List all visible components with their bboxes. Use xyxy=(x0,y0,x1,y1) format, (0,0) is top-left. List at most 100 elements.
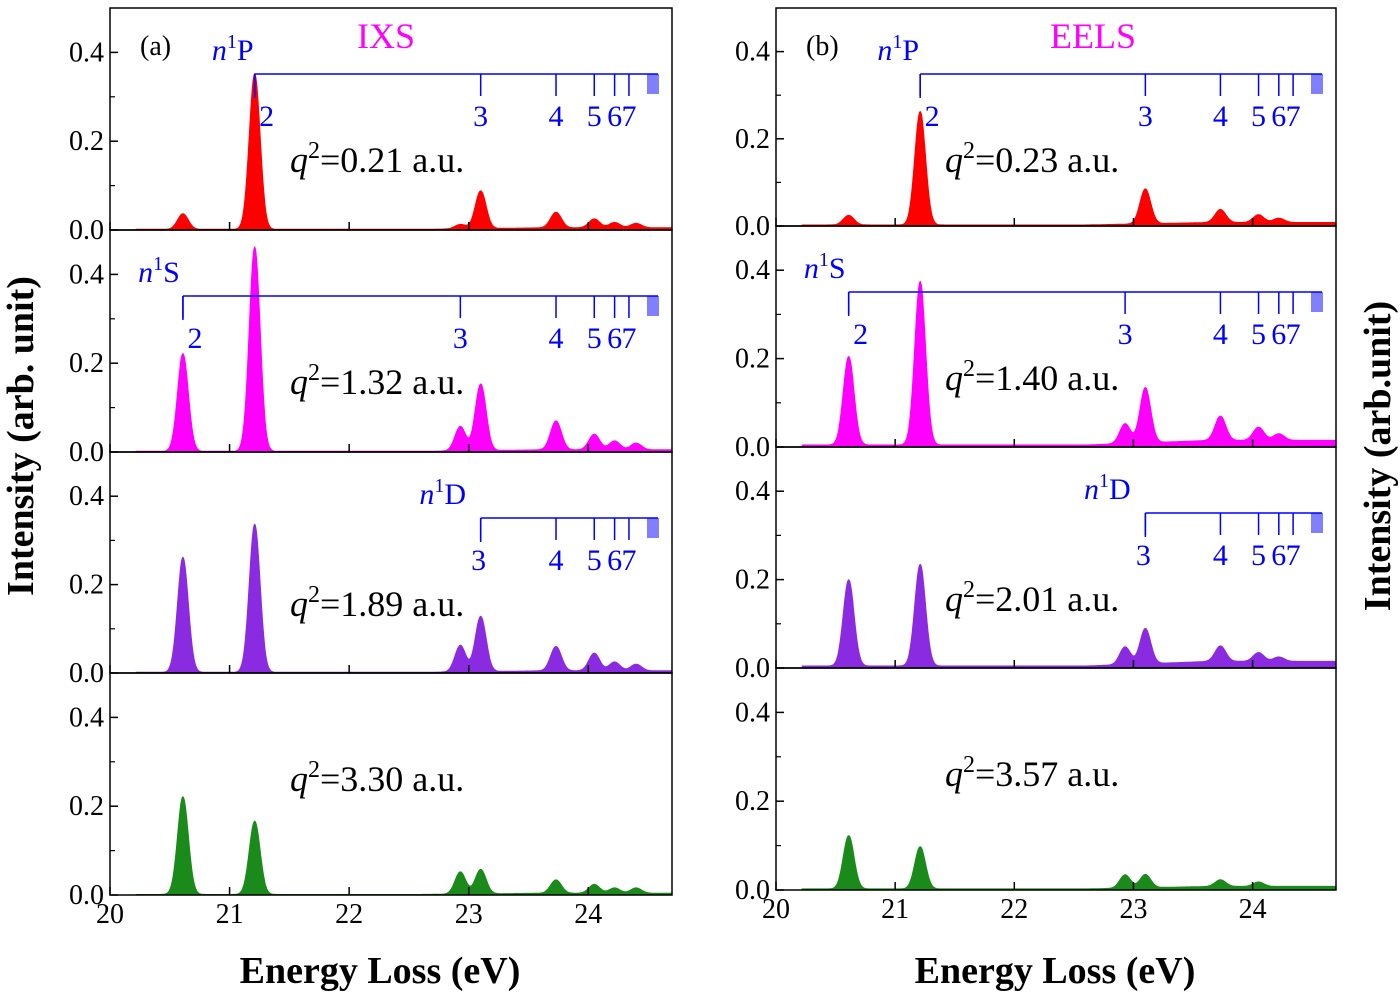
x-tick-label: 23 xyxy=(455,899,483,930)
x-tick-label: 24 xyxy=(574,899,602,930)
level-label: 2 xyxy=(187,322,202,355)
q-symbol: q xyxy=(945,358,963,398)
x-tick-label: 20 xyxy=(762,894,790,925)
x-tick-label: 22 xyxy=(1000,894,1028,925)
x-tick-label: 21 xyxy=(881,894,909,925)
y-tick-label: 0.2 xyxy=(735,124,770,155)
q-value: =0.21 a.u. xyxy=(320,140,464,180)
level-label: 4 xyxy=(1213,100,1228,133)
series-name: n1S xyxy=(804,249,846,285)
q-value: =3.57 a.u. xyxy=(975,754,1119,794)
level-label: 4 xyxy=(549,100,564,133)
level-label: 6 xyxy=(1271,318,1286,351)
series-prefix: n xyxy=(138,256,153,289)
level-label: 5 xyxy=(1251,539,1266,572)
q-superscript: 2 xyxy=(963,356,975,382)
q-symbol: q xyxy=(945,754,963,794)
y-tick-label: 0.0 xyxy=(69,215,104,246)
series-prefix: n xyxy=(804,252,819,285)
y-axis-title-left: Intensity (arb. unit) xyxy=(0,276,42,596)
series-sup: 1 xyxy=(1099,470,1109,492)
y-tick-label: 0.0 xyxy=(735,211,770,242)
y-tick-label: 0.0 xyxy=(735,875,770,906)
level-label: 5 xyxy=(587,544,602,577)
q-value: =0.23 a.u. xyxy=(975,140,1119,180)
method-label: IXS xyxy=(357,16,415,56)
level-label: 2 xyxy=(853,318,868,351)
row-3: 0.0 0.2 0.4 q2=1.89 a.u.3 4 5 6 7 n1D xyxy=(69,451,673,689)
level-label: 7 xyxy=(1286,539,1301,572)
series-prefix: n xyxy=(419,478,434,511)
series-letter: D xyxy=(1109,473,1131,506)
x-tick-label: 22 xyxy=(335,899,363,930)
series-prefix: n xyxy=(1084,473,1099,506)
panel-label: (a) xyxy=(140,31,171,62)
row-frame xyxy=(109,672,673,896)
level-label: 3 xyxy=(453,322,468,355)
level-label: 6 xyxy=(607,544,622,577)
level-label: 4 xyxy=(549,322,564,355)
q-value: =1.40 a.u. xyxy=(975,358,1119,398)
y-tick-label: 0.4 xyxy=(69,37,104,68)
q-label: q2=2.01 a.u. xyxy=(945,577,1119,619)
series-name: n1P xyxy=(877,31,919,67)
level-label: 4 xyxy=(1213,318,1228,351)
y-tick-label: 0.2 xyxy=(735,565,770,596)
row-4: 0.0 0.2 0.4 q2=3.30 a.u. xyxy=(69,672,673,911)
level-label: 7 xyxy=(621,544,636,577)
y-tick-label: 0.4 xyxy=(735,476,770,507)
spectrum-area xyxy=(801,110,1337,227)
row-4: 0.0 0.2 0.4 q2=3.57 a.u. xyxy=(735,667,1337,906)
q-superscript: 2 xyxy=(963,752,975,778)
series-letter: P xyxy=(902,34,919,67)
q-superscript: 2 xyxy=(308,582,320,608)
q-symbol: q xyxy=(290,584,308,624)
y-tick-label: 0.0 xyxy=(735,653,770,684)
q-label: q2=0.21 a.u. xyxy=(290,138,464,180)
y-tick-label: 0.0 xyxy=(69,658,104,689)
q-symbol: q xyxy=(290,140,308,180)
y-tick-label: 0.2 xyxy=(735,344,770,375)
level-label: 2 xyxy=(259,100,274,133)
y-tick-label: 0.0 xyxy=(735,432,770,463)
q-value: =1.89 a.u. xyxy=(320,584,464,624)
level-label: 5 xyxy=(587,100,602,133)
q-value: =2.01 a.u. xyxy=(975,579,1119,619)
y-tick-label: 0.0 xyxy=(69,437,104,468)
series-name: n1D xyxy=(1084,470,1131,506)
q-superscript: 2 xyxy=(308,138,320,164)
row-frame xyxy=(775,667,1337,891)
level-label: 3 xyxy=(1138,100,1153,133)
q-label: q2=1.40 a.u. xyxy=(945,356,1119,398)
q-label: q2=1.89 a.u. xyxy=(290,582,464,624)
q-symbol: q xyxy=(945,140,963,180)
series-prefix: n xyxy=(212,34,227,67)
series-name: n1P xyxy=(212,31,254,67)
q-superscript: 2 xyxy=(308,757,320,783)
q-label: q2=3.30 a.u. xyxy=(290,757,464,799)
row-3: 0.0 0.2 0.4 q2=2.01 a.u. 3 4 5 6 7 n1D xyxy=(735,446,1337,684)
q-label: q2=1.32 a.u. xyxy=(290,360,464,402)
series-letter: P xyxy=(237,34,254,67)
y-tick-label: 0.2 xyxy=(735,786,770,817)
series-name: n1D xyxy=(419,475,466,511)
x-axis-title-left: Energy Loss (eV) xyxy=(240,950,521,992)
y-tick-label: 0.4 xyxy=(69,481,104,512)
series-sup: 1 xyxy=(819,249,829,271)
spectrum-area xyxy=(801,280,1337,448)
panels: 0.00.20.4q2=0.21 a.u.2 3 4 5 6 7n1P0.00.20.4q… xyxy=(69,7,1337,930)
q-symbol: q xyxy=(290,362,308,402)
y-tick-label: 0.2 xyxy=(69,570,104,601)
y-tick-label: 0.4 xyxy=(735,37,770,68)
q-symbol: q xyxy=(290,759,308,799)
spectrum-area xyxy=(801,563,1337,669)
q-superscript: 2 xyxy=(963,577,975,603)
series-letter: D xyxy=(444,478,466,511)
level-label: 6 xyxy=(607,100,622,133)
level-label: 7 xyxy=(1286,100,1301,133)
q-value: =1.32 a.u. xyxy=(320,362,464,402)
